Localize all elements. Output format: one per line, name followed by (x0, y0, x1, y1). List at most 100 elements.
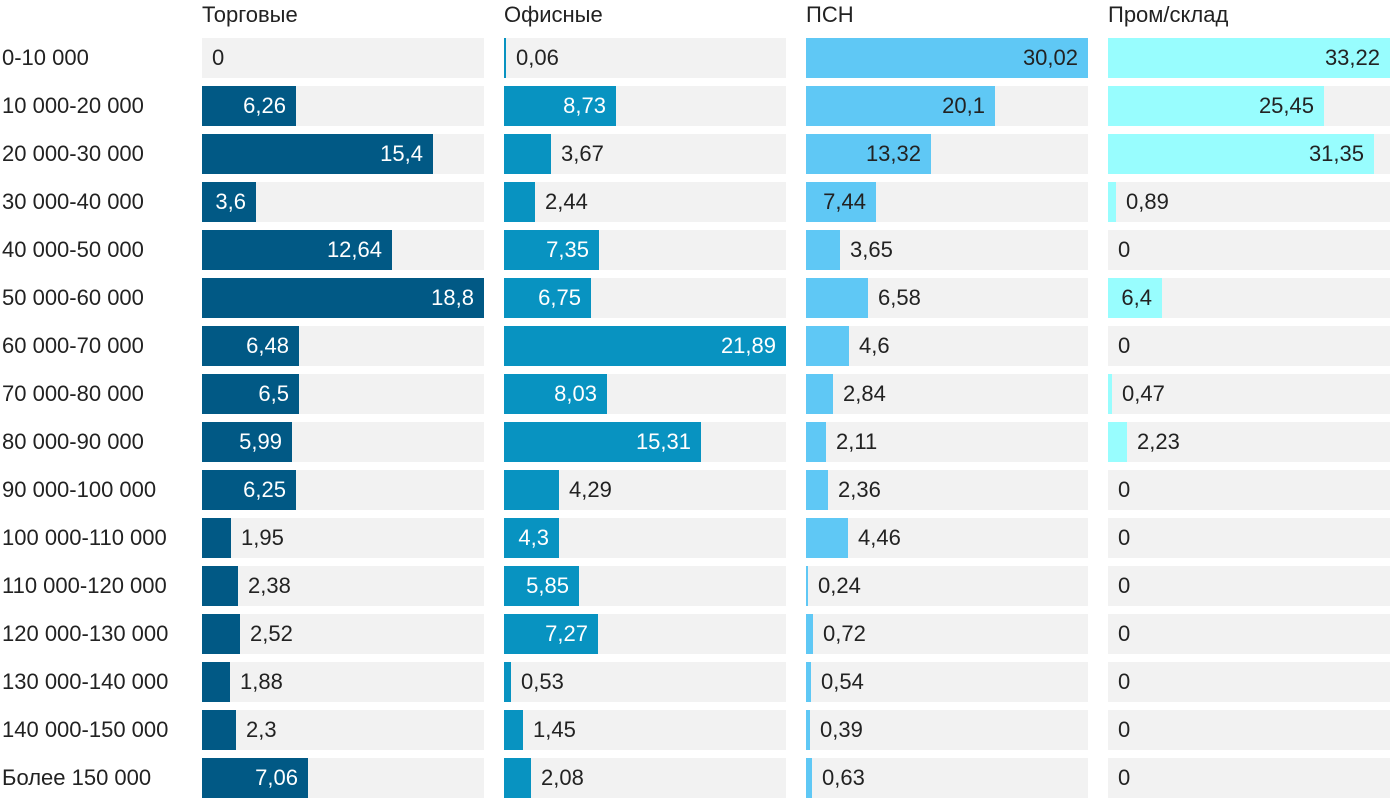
bar-track: 7,27 (504, 614, 786, 654)
bar-track: 1,95 (202, 518, 484, 558)
value-label: 13,32 (865, 141, 921, 166)
bar (806, 710, 810, 750)
value-label: 0 (1118, 621, 1131, 646)
bar-track: 6,75 (504, 278, 786, 318)
value-label: 4,6 (859, 333, 890, 358)
panel-title: Пром/склад (1108, 2, 1229, 27)
bar-track: 0 (1108, 614, 1390, 654)
bar-track: 7,44 (806, 182, 1088, 222)
value-label: 8,73 (563, 93, 606, 118)
bar-track: 7,06 (202, 758, 484, 798)
value-label: 0 (1118, 573, 1131, 598)
value-label: 0,89 (1126, 189, 1169, 214)
category-label: 40 000-50 000 (2, 237, 144, 262)
bar (504, 38, 506, 78)
category-label: 30 000-40 000 (2, 189, 144, 214)
bar (504, 614, 598, 654)
bar-track: 3,6 (202, 182, 484, 222)
bar (806, 614, 813, 654)
bar (504, 134, 551, 174)
value-label: 2,23 (1137, 429, 1180, 454)
bar-track: 13,32 (806, 134, 1088, 174)
value-label: 15,4 (380, 141, 423, 166)
category-label: 50 000-60 000 (2, 285, 144, 310)
bar (504, 710, 523, 750)
bar (504, 758, 531, 798)
bar-track: 15,4 (202, 134, 484, 174)
value-label: 0,63 (822, 765, 865, 790)
value-label: 1,88 (240, 669, 283, 694)
value-label: 15,31 (635, 429, 691, 454)
value-label: 0,53 (521, 669, 564, 694)
bar-track: 5,85 (504, 566, 786, 606)
bar-track: 20,1 (806, 86, 1088, 126)
bar (202, 614, 240, 654)
value-label: 2,11 (836, 429, 878, 454)
bar-track: 4,29 (504, 470, 786, 510)
bar (202, 230, 392, 270)
bar (202, 278, 484, 318)
bar-track: 2,23 (1108, 422, 1390, 462)
bar (1108, 38, 1390, 78)
panel-title: Торговые (202, 2, 298, 27)
bar (1108, 374, 1112, 414)
value-label: 3,67 (561, 141, 604, 166)
bar-track: 0,06 (504, 38, 786, 78)
bar (1108, 422, 1127, 462)
bar-track: 6,26 (202, 86, 484, 126)
bar (806, 278, 868, 318)
bar (202, 374, 299, 414)
value-label: 0 (1118, 477, 1131, 502)
category-label: 100 000-110 000 (2, 525, 167, 550)
category-label: 10 000-20 000 (2, 93, 144, 118)
bar (504, 566, 579, 606)
bar (504, 470, 559, 510)
bar-track: 2,08 (504, 758, 786, 798)
value-label: 1,45 (533, 717, 576, 742)
value-label: 0 (1118, 717, 1131, 742)
bar-track: 0 (1108, 710, 1390, 750)
bar (504, 326, 786, 366)
value-label: 4,29 (569, 477, 612, 502)
bar-track: 6,25 (202, 470, 484, 510)
bar (1108, 278, 1162, 318)
value-label: 0 (212, 45, 225, 70)
value-label: 6,4 (1121, 285, 1152, 310)
bar (202, 86, 296, 126)
bar (806, 38, 1088, 78)
bar-track: 0,72 (806, 614, 1088, 654)
bar-track: 12,64 (202, 230, 484, 270)
value-label: 7,06 (255, 765, 298, 790)
value-label: 1,95 (241, 525, 284, 550)
category-label: 140 000-150 000 (2, 717, 169, 742)
value-label: 5,99 (239, 429, 282, 454)
category-label: 0-10 000 (2, 45, 89, 70)
value-label: 0,24 (818, 573, 861, 598)
bar-track: 0,47 (1108, 374, 1390, 414)
bar-track: 6,4 (1108, 278, 1390, 318)
category-label: 70 000-80 000 (2, 381, 144, 406)
value-label: 3,65 (850, 237, 893, 262)
bar (806, 422, 826, 462)
bar-track: 0,63 (806, 758, 1088, 798)
value-label: 6,25 (243, 477, 286, 502)
bar (504, 518, 559, 558)
bar (504, 662, 511, 702)
category-label: 90 000-100 000 (2, 477, 157, 502)
value-label: 21,89 (720, 333, 776, 358)
bar (202, 326, 299, 366)
value-label: 6,5 (258, 381, 289, 406)
bar-track: 4,46 (806, 518, 1088, 558)
bar (504, 278, 591, 318)
bar-track: 8,73 (504, 86, 786, 126)
bar-track: 0,54 (806, 662, 1088, 702)
bar (806, 182, 876, 222)
bar-track: 25,45 (1108, 86, 1390, 126)
bar (202, 566, 238, 606)
bar (806, 518, 848, 558)
category-label: 120 000-130 000 (2, 621, 169, 646)
bar-track: 1,88 (202, 662, 484, 702)
bar (504, 182, 535, 222)
bar-track: 2,44 (504, 182, 786, 222)
bar (504, 230, 599, 270)
